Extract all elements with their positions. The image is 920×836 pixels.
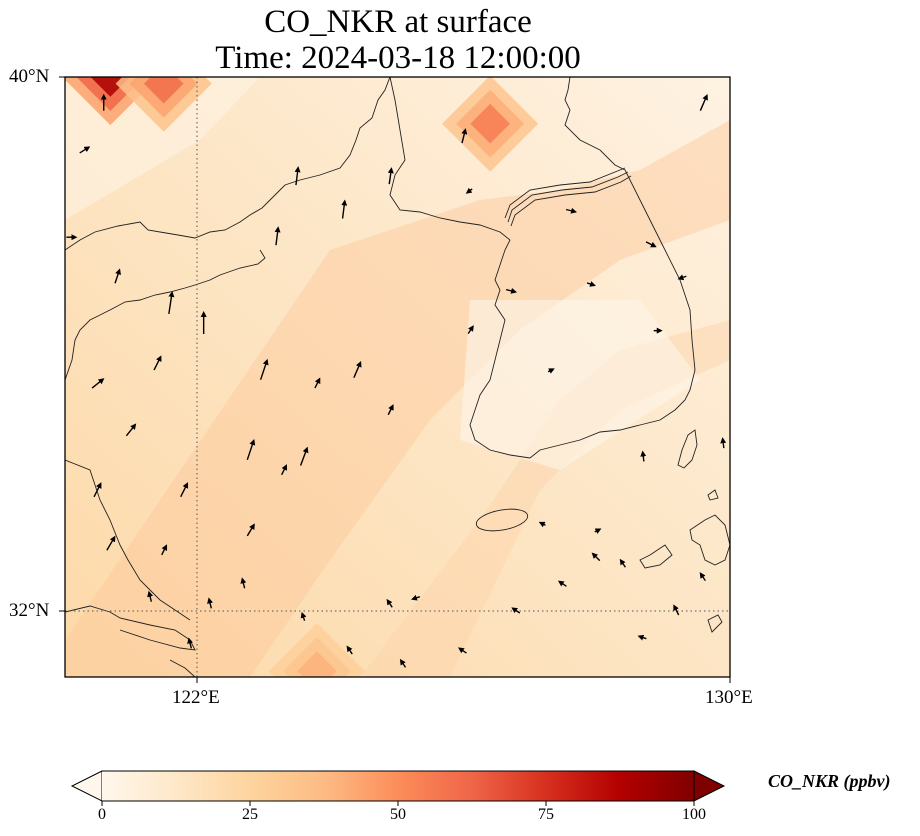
colorbar-gradient	[102, 771, 694, 801]
colorbar-tick-label: 100	[682, 806, 706, 824]
colorbar-extend-max	[694, 771, 724, 801]
colorbar-extend-min	[72, 771, 102, 801]
colorbar-tick-label: 0	[98, 806, 106, 824]
colorbar	[72, 771, 724, 806]
wind-arrow	[723, 440, 724, 448]
lon-label-122e: 122°E	[172, 688, 220, 708]
lat-label-40n: 40°N	[9, 67, 49, 87]
colorbar-tick-label: 25	[242, 806, 258, 824]
colorbar-title: CO_NKR (ppbv)	[768, 771, 891, 792]
colorbar-tick-label: 50	[390, 806, 406, 824]
map-area	[62, 29, 730, 719]
lat-label-32n: 32°N	[9, 601, 49, 621]
colorbar-tick-label: 75	[538, 806, 554, 824]
lon-label-130e: 130°E	[705, 688, 753, 708]
wind-arrow	[643, 453, 644, 461]
